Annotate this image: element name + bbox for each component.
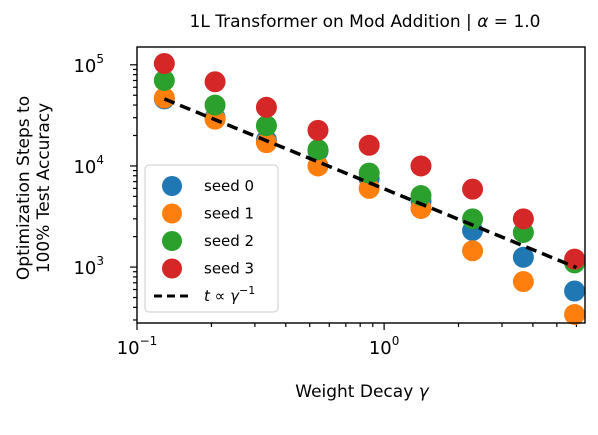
legend-label-seed-0: seed 0: [204, 177, 254, 195]
legend-label-seed-3: seed 3: [204, 260, 254, 278]
point-seed-3: [462, 178, 484, 200]
legend-fit-label: t ∝ γ−1: [204, 284, 255, 305]
point-seed-3: [255, 96, 277, 118]
legend-marker-seed-2: [162, 231, 182, 251]
y-axis-label-line2: 100% Test Accuracy: [34, 103, 54, 274]
point-seed-3: [512, 208, 534, 230]
plot-frame: [136, 46, 586, 324]
y-axis-label-line1: Optimization Steps to: [14, 96, 34, 280]
point-seed-0: [564, 280, 586, 302]
y-tick-label: 105: [73, 52, 104, 77]
point-seed-1: [512, 271, 534, 293]
point-seed-1: [462, 240, 484, 262]
x-tick-label: 100: [369, 334, 400, 359]
y-tick-exp: 5: [96, 52, 104, 66]
x-axis-label-text: Weight Decay: [295, 382, 413, 402]
x-axis-label: Weight Decay γ: [295, 382, 429, 402]
fit-line: [163, 97, 578, 270]
legend-label-seed-2: seed 2: [204, 232, 254, 250]
x-tick-exp: −1: [140, 334, 158, 348]
y-tick-base: 10: [73, 258, 96, 279]
point-seed-3: [153, 53, 175, 75]
x-tick-base: 10: [369, 338, 392, 359]
legend-marker-seed-0: [162, 176, 182, 196]
point-seed-2: [255, 115, 277, 137]
legend-fit-gamma: γ: [230, 287, 240, 305]
point-seed-2: [410, 185, 432, 207]
legend-marker-seed-3: [162, 258, 182, 279]
y-axis-label: Optimization Steps to 100% Test Accuracy: [14, 96, 54, 280]
legend-entries: seed 0 seed 1 seed 2 seed 3: [162, 176, 254, 279]
x-axis-label-symbol: γ: [419, 382, 430, 402]
y-tick-exp: 4: [96, 153, 104, 167]
point-seed-3: [410, 155, 432, 177]
point-seed-2: [358, 162, 380, 184]
chart-title-suffix: = 1.0: [488, 12, 540, 32]
legend-fit-t: t: [204, 287, 211, 305]
point-seed-2: [153, 69, 175, 91]
point-seed-2: [204, 94, 226, 116]
legend-marker-seed-1: [162, 203, 182, 224]
point-seed-0: [512, 246, 534, 268]
point-seed-1: [564, 303, 586, 325]
x-tick-label: 10−1: [117, 334, 158, 359]
point-seed-3: [564, 248, 586, 270]
chart-title-prefix: 1L Transformer on Mod Addition |: [190, 12, 478, 32]
y-tick-base: 10: [73, 157, 96, 178]
data-points: [153, 53, 586, 325]
point-seed-2: [307, 139, 329, 161]
point-seed-3: [307, 119, 329, 141]
point-seed-3: [204, 71, 226, 93]
legend: seed 0 seed 1 seed 2 seed 3 t ∝ γ−1: [144, 164, 279, 313]
chart-title-alpha: α: [477, 12, 488, 32]
y-tick-label: 103: [73, 254, 104, 279]
legend-label-seed-1: seed 1: [204, 205, 254, 223]
y-tick-label: 104: [73, 153, 104, 178]
x-tick-exp: 0: [392, 334, 400, 348]
legend-fit-exp: −1: [239, 284, 255, 297]
chart-title: 1L Transformer on Mod Addition | α = 1.0: [190, 12, 541, 32]
point-seed-1: [153, 87, 175, 109]
legend-fit-prop: ∝: [210, 287, 230, 305]
y-tick-base: 10: [73, 56, 96, 77]
x-tick-base: 10: [117, 338, 140, 359]
y-tick-exp: 3: [96, 254, 104, 268]
point-seed-3: [358, 134, 380, 156]
